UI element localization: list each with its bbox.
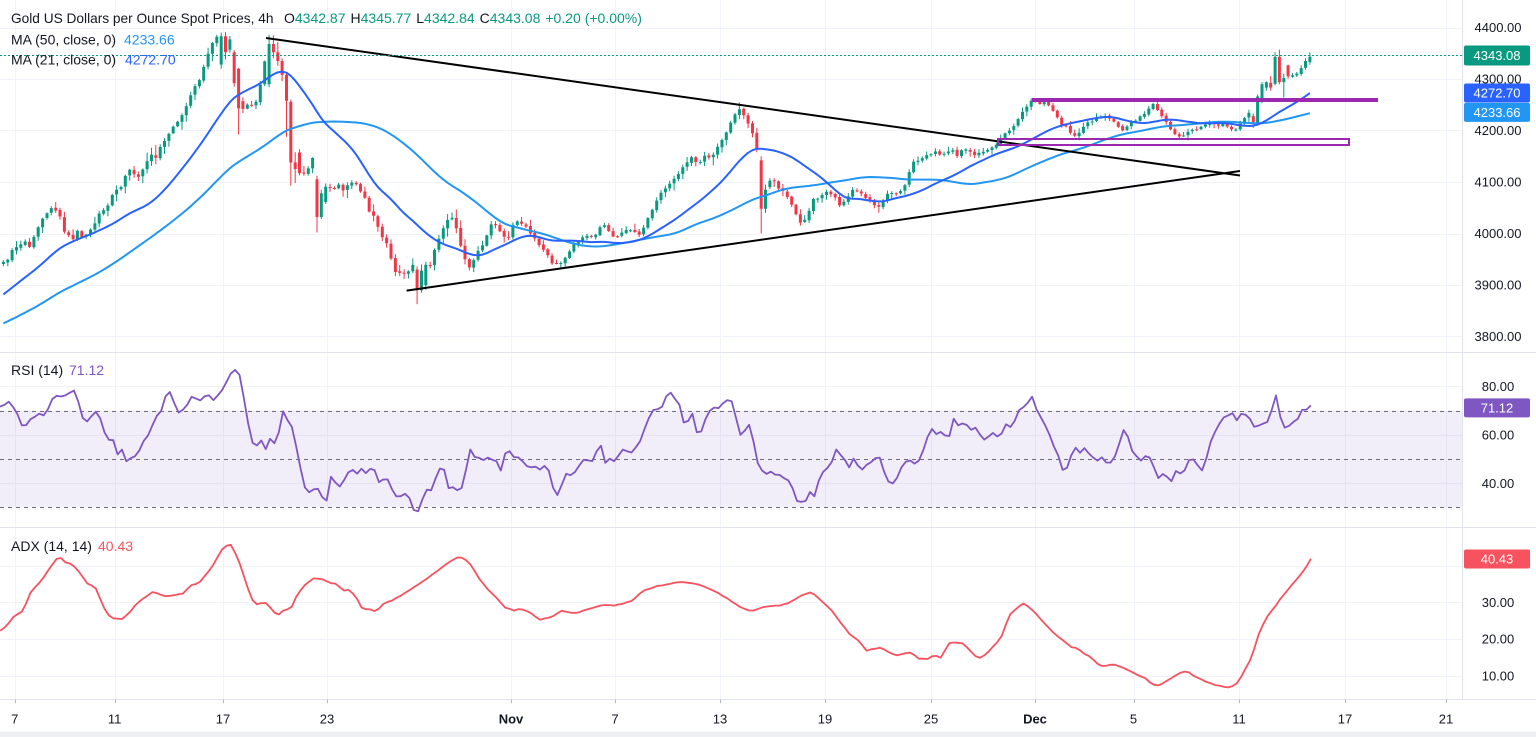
svg-text:MA (50, close, 0): MA (50, close, 0): [11, 32, 116, 48]
svg-text:4272.70: 4272.70: [125, 52, 176, 68]
svg-text:Nov: Nov: [499, 712, 524, 727]
svg-text:7: 7: [11, 712, 18, 727]
svg-text:20.00: 20.00: [1482, 632, 1515, 647]
svg-text:11: 11: [108, 712, 122, 727]
svg-text:71.12: 71.12: [1481, 401, 1514, 416]
svg-text:4200.00: 4200.00: [1475, 123, 1522, 138]
svg-text:3800.00: 3800.00: [1475, 329, 1522, 344]
svg-text:13: 13: [713, 712, 727, 727]
svg-text:3900.00: 3900.00: [1475, 278, 1522, 293]
svg-text:40.43: 40.43: [1481, 552, 1514, 567]
svg-text:4100.00: 4100.00: [1475, 175, 1522, 190]
svg-text:4233.66: 4233.66: [124, 32, 175, 48]
svg-text:7: 7: [611, 712, 618, 727]
svg-text:21: 21: [1439, 712, 1453, 727]
svg-text:17: 17: [1338, 712, 1352, 727]
svg-text:23: 23: [320, 712, 334, 727]
svg-text:17: 17: [216, 712, 230, 727]
svg-text:4300.00: 4300.00: [1475, 72, 1522, 87]
svg-text:RSI (14): RSI (14): [11, 362, 63, 378]
svg-text:19: 19: [818, 712, 832, 727]
svg-text:Gold US Dollars per Ounce Spot: Gold US Dollars per Ounce Spot Prices, 4…: [11, 11, 273, 26]
svg-text:4343.08: 4343.08: [1474, 48, 1521, 63]
svg-text:25: 25: [924, 712, 938, 727]
svg-text:40.00: 40.00: [1482, 476, 1515, 491]
svg-text:60.00: 60.00: [1482, 428, 1515, 443]
svg-text:ADX (14, 14): ADX (14, 14): [11, 538, 92, 554]
svg-text:5: 5: [1130, 712, 1137, 727]
svg-text:10.00: 10.00: [1482, 668, 1515, 683]
svg-text:4233.66: 4233.66: [1474, 105, 1521, 120]
svg-text:4272.70: 4272.70: [1474, 86, 1521, 101]
svg-text:80.00: 80.00: [1482, 379, 1515, 394]
svg-text:MA (21, close, 0): MA (21, close, 0): [11, 52, 116, 68]
svg-text:40.43: 40.43: [98, 538, 133, 554]
svg-text:71.12: 71.12: [69, 362, 104, 378]
svg-text:4400.00: 4400.00: [1475, 20, 1522, 35]
svg-text:4000.00: 4000.00: [1475, 226, 1522, 241]
svg-text:30.00: 30.00: [1482, 595, 1515, 610]
svg-text:11: 11: [1232, 712, 1246, 727]
svg-text:Dec: Dec: [1023, 712, 1047, 727]
